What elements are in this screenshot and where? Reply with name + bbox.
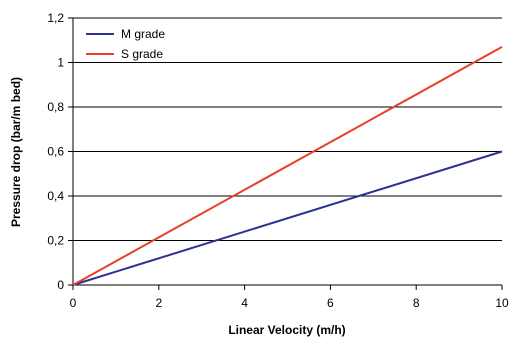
legend-label-0: M grade bbox=[121, 27, 165, 41]
x-axis-title: Linear Velocity (m/h) bbox=[228, 323, 345, 337]
grid-lines bbox=[73, 17, 502, 241]
x-tick-label-4: 8 bbox=[413, 296, 420, 310]
x-tick-label-5: 10 bbox=[495, 296, 509, 310]
series-lines bbox=[72, 46, 503, 286]
legend: M grade S grade bbox=[86, 27, 165, 61]
x-axis-ticks: 0 2 4 6 8 10 bbox=[70, 285, 509, 310]
y-tick-label-2: 0,4 bbox=[47, 189, 64, 203]
y-tick-label-0: 0 bbox=[57, 278, 64, 292]
x-tick-label-2: 4 bbox=[241, 296, 248, 310]
series-line-0 bbox=[72, 150, 503, 286]
y-tick-label-5: 1 bbox=[57, 56, 64, 70]
x-tick-label-0: 0 bbox=[70, 296, 77, 310]
y-tick-label-3: 0,6 bbox=[47, 145, 64, 159]
y-tick-label-6: 1,2 bbox=[47, 11, 64, 25]
y-tick-label-4: 0,8 bbox=[47, 100, 64, 114]
legend-label-1: S grade bbox=[121, 47, 163, 61]
y-axis-ticks: 0 0,2 0,4 0,6 0,8 1 1,2 bbox=[47, 11, 73, 292]
x-tick-label-3: 6 bbox=[327, 296, 334, 310]
y-axis-title: Pressure drop (bar/m bed) bbox=[9, 77, 23, 227]
x-tick-label-1: 2 bbox=[155, 296, 162, 310]
y-tick-label-1: 0,2 bbox=[47, 234, 64, 248]
series-line-1 bbox=[72, 46, 503, 286]
